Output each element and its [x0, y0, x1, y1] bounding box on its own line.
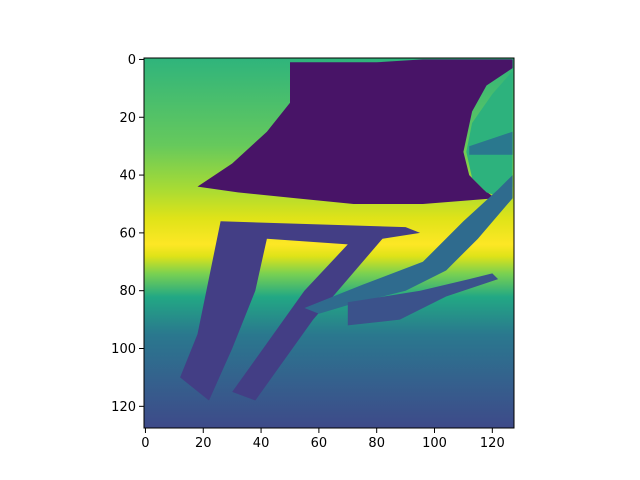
x-tick-label: 0 — [141, 436, 149, 451]
y-tick-label: 0 — [128, 53, 136, 68]
plot-frame — [143, 57, 515, 429]
x-axis: 0 20 40 60 80 100 120 — [141, 428, 505, 451]
x-tick-label: 100 — [422, 436, 447, 451]
x-tick-label: 60 — [311, 436, 328, 451]
x-tick-label: 20 — [195, 436, 212, 451]
region-oval-stripe — [469, 131, 513, 155]
region-right-oval — [466, 71, 513, 199]
heatmap-regions — [180, 59, 513, 401]
y-tick-label: 20 — [119, 111, 136, 126]
y-tick-label: 100 — [111, 342, 136, 357]
y-tick-label: 40 — [119, 169, 136, 184]
region-rung-right — [347, 273, 499, 326]
y-axis: 0 20 40 60 80 100 120 — [111, 53, 144, 415]
x-tick-label: 80 — [368, 436, 385, 451]
x-tick-label: 40 — [253, 436, 270, 451]
y-tick-label: 80 — [119, 284, 136, 299]
x-tick-label: 120 — [480, 436, 505, 451]
region-tabletop — [197, 59, 513, 205]
plot-area — [144, 58, 514, 428]
y-tick-label: 60 — [119, 226, 136, 241]
region-table-legs — [180, 221, 421, 401]
region-leg-shadow — [304, 175, 513, 314]
y-tick-label: 120 — [111, 400, 136, 415]
